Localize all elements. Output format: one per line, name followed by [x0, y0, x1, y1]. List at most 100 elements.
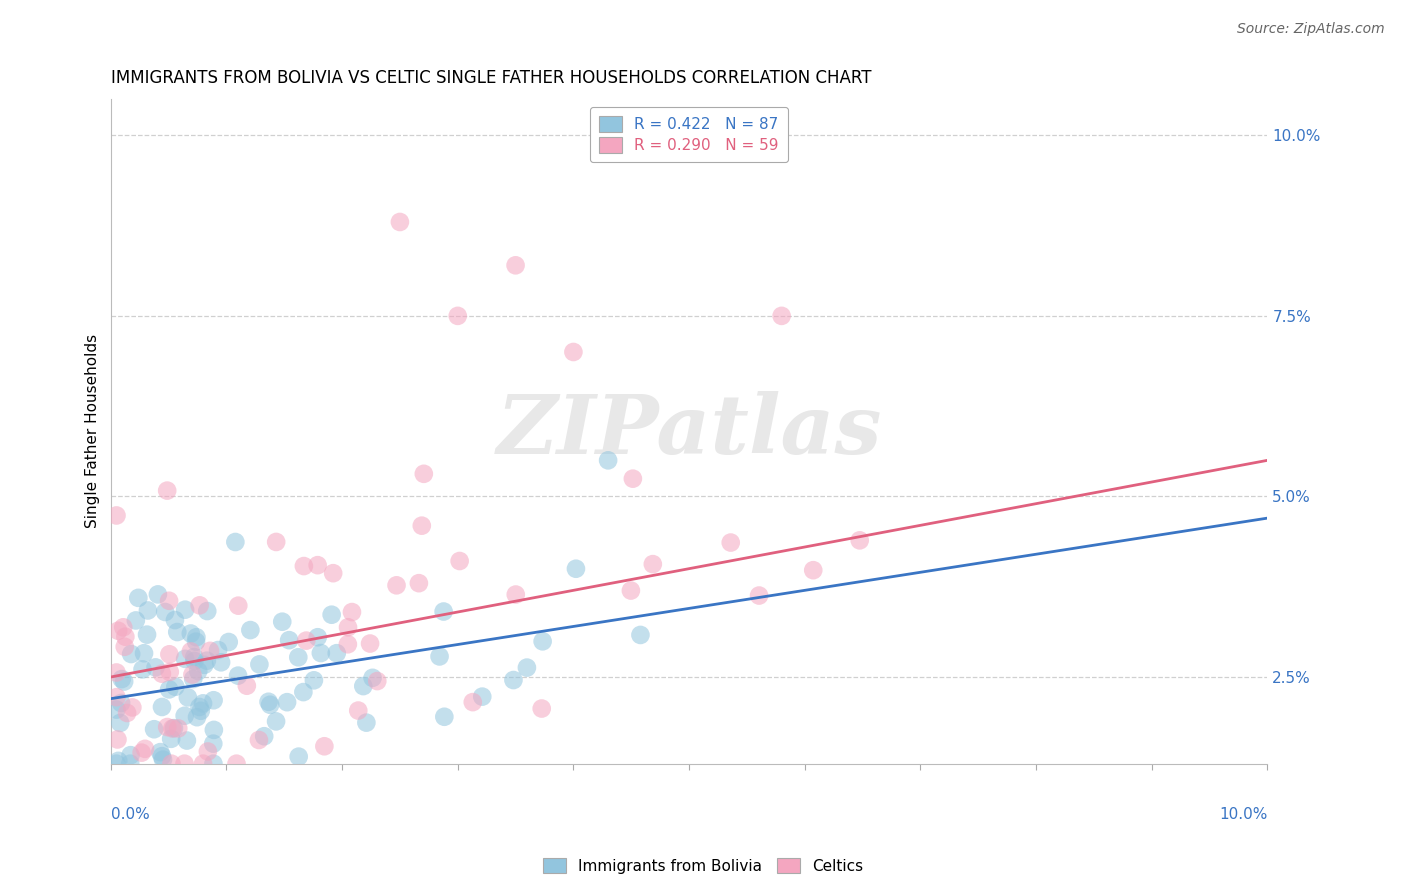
Point — [160, 756, 183, 771]
Point — [176, 733, 198, 747]
Point — [720, 535, 742, 549]
Point — [193, 657, 215, 672]
Point — [157, 594, 180, 608]
Point — [156, 483, 179, 498]
Point — [411, 518, 433, 533]
Point — [278, 633, 301, 648]
Point — [292, 559, 315, 574]
Point — [186, 630, 208, 644]
Point — [191, 697, 214, 711]
Point — [264, 714, 287, 729]
Point — [202, 693, 225, 707]
Point — [801, 563, 824, 577]
Point — [105, 756, 128, 771]
Point — [359, 636, 381, 650]
Point — [157, 648, 180, 662]
Point — [195, 654, 218, 668]
Point — [105, 690, 128, 705]
Point — [174, 652, 197, 666]
Point — [115, 706, 138, 720]
Point — [202, 723, 225, 737]
Point — [461, 695, 484, 709]
Point — [191, 756, 214, 771]
Point — [111, 672, 134, 686]
Point — [347, 704, 370, 718]
Point — [188, 700, 211, 714]
Point — [307, 630, 329, 644]
Point — [180, 626, 202, 640]
Text: ZIPatlas: ZIPatlas — [496, 392, 882, 472]
Point — [181, 667, 204, 681]
Point — [136, 603, 159, 617]
Point — [150, 700, 173, 714]
Point — [202, 737, 225, 751]
Point — [143, 723, 166, 737]
Point — [412, 467, 434, 481]
Point — [184, 634, 207, 648]
Point — [183, 650, 205, 665]
Point — [131, 662, 153, 676]
Point — [187, 664, 209, 678]
Point — [145, 660, 167, 674]
Point — [112, 674, 135, 689]
Point — [530, 701, 553, 715]
Point — [224, 535, 246, 549]
Point — [340, 605, 363, 619]
Point — [134, 742, 156, 756]
Point — [287, 650, 309, 665]
Point — [322, 566, 344, 581]
Point — [105, 508, 128, 523]
Point — [209, 655, 232, 669]
Point — [449, 554, 471, 568]
Point — [321, 607, 343, 622]
Point — [108, 715, 131, 730]
Point — [173, 708, 195, 723]
Point — [385, 578, 408, 592]
Point — [620, 583, 643, 598]
Point — [598, 453, 620, 467]
Point — [641, 557, 664, 571]
Point — [207, 643, 229, 657]
Point — [150, 749, 173, 764]
Point — [105, 702, 128, 716]
Point — [562, 345, 585, 359]
Point — [292, 685, 315, 699]
Point — [471, 690, 494, 704]
Point — [183, 654, 205, 668]
Point — [259, 698, 281, 712]
Point — [181, 672, 204, 686]
Point — [429, 649, 451, 664]
Point — [120, 647, 142, 661]
Point — [153, 605, 176, 619]
Point — [253, 729, 276, 743]
Point — [433, 710, 456, 724]
Point — [356, 715, 378, 730]
Point — [132, 646, 155, 660]
Point — [202, 756, 225, 771]
Point — [114, 630, 136, 644]
Point — [146, 587, 169, 601]
Point — [408, 576, 430, 591]
Point — [326, 646, 349, 660]
Point — [107, 624, 129, 638]
Point — [271, 615, 294, 629]
Point — [107, 754, 129, 768]
Point — [748, 589, 770, 603]
Legend: Immigrants from Bolivia, Celtics: Immigrants from Bolivia, Celtics — [537, 852, 869, 880]
Point — [302, 673, 325, 688]
Text: Source: ZipAtlas.com: Source: ZipAtlas.com — [1237, 22, 1385, 37]
Point — [188, 599, 211, 613]
Point — [361, 671, 384, 685]
Text: 0.0%: 0.0% — [111, 807, 149, 822]
Point — [236, 679, 259, 693]
Point — [309, 646, 332, 660]
Point — [174, 602, 197, 616]
Point — [114, 640, 136, 654]
Point — [307, 558, 329, 573]
Point — [163, 721, 186, 735]
Point — [166, 625, 188, 640]
Point — [110, 696, 132, 710]
Point — [337, 620, 360, 634]
Point — [177, 690, 200, 705]
Point — [157, 682, 180, 697]
